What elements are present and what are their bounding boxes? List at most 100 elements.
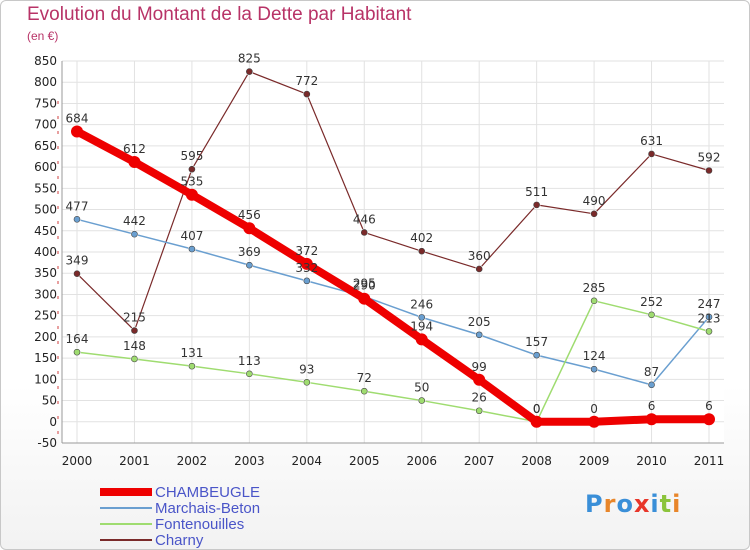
data-point	[590, 365, 598, 373]
y-tick-label: 700	[34, 118, 57, 132]
data-point	[418, 247, 426, 255]
data-point	[188, 362, 196, 370]
data-label: 194	[410, 319, 433, 333]
logo-letter: i	[650, 490, 660, 518]
data-point	[131, 230, 138, 238]
y-tick-label: 350	[34, 266, 57, 280]
data-label: 131	[180, 346, 203, 360]
data-label: 477	[66, 199, 89, 213]
data-label: 490	[583, 194, 606, 208]
y-tick-label: -50	[37, 436, 57, 450]
data-label: 442	[123, 214, 146, 228]
data-label: 612	[123, 142, 146, 156]
data-point	[303, 277, 311, 285]
data-label: 825	[238, 52, 261, 66]
legend-label: Charny	[155, 532, 204, 549]
y-tick-label: 600	[34, 160, 57, 174]
data-label: 87	[644, 365, 659, 379]
data-point	[703, 413, 715, 426]
series-line-fontenouilles	[76, 300, 710, 423]
y-tick-label: 650	[34, 139, 57, 153]
data-label: 99	[472, 360, 487, 374]
data-label: 215	[123, 311, 146, 325]
data-point	[303, 379, 311, 386]
data-point	[188, 165, 196, 173]
data-point	[131, 327, 138, 334]
series-line-marchais-beton	[76, 218, 710, 386]
data-label: 684	[66, 111, 89, 125]
data-label: 631	[640, 134, 663, 148]
data-point	[648, 311, 655, 319]
x-tick-label: 2002	[177, 454, 208, 468]
data-label: 252	[640, 295, 663, 309]
data-label: 402	[410, 231, 433, 245]
x-tick-label: 2006	[406, 454, 437, 468]
y-tick-label: 800	[34, 75, 57, 89]
data-label: 113	[238, 354, 261, 368]
data-point	[648, 150, 655, 158]
data-label: 6	[705, 399, 713, 413]
data-label: 164	[66, 332, 89, 346]
data-label: 124	[583, 349, 606, 363]
data-label: 535	[180, 175, 203, 189]
logo-letter: P	[585, 490, 604, 518]
y-tick-label: 250	[34, 309, 57, 323]
y-tick-label: 500	[34, 203, 57, 217]
data-point	[590, 210, 598, 218]
data-label: 0	[533, 402, 541, 416]
data-point	[358, 292, 371, 305]
data-point	[475, 331, 483, 339]
data-label: 456	[238, 208, 261, 222]
data-point	[533, 201, 540, 209]
data-point	[648, 381, 655, 389]
data-point	[360, 229, 368, 236]
data-point	[473, 373, 486, 386]
proxiti-logo: Proxiti	[585, 490, 681, 518]
data-label: 213	[698, 311, 721, 325]
y-tick-label: 400	[34, 245, 57, 259]
data-point	[418, 397, 426, 404]
series-line-chambeugle	[73, 127, 713, 426]
legend-label: Marchais-Beton	[155, 500, 260, 517]
logo-letter: r	[603, 490, 617, 518]
data-point	[246, 261, 253, 269]
data-point	[71, 125, 83, 138]
logo-letter: o	[616, 490, 634, 518]
logo-letter: x	[633, 490, 651, 518]
data-label: 290	[353, 279, 376, 293]
chart-title: Evolution du Montant de la Dette par Hab…	[27, 4, 412, 25]
data-label: 595	[180, 149, 203, 163]
legend-label: Fontenouilles	[155, 516, 244, 533]
data-point	[475, 407, 483, 415]
data-point	[533, 351, 540, 359]
data-point	[185, 188, 198, 201]
data-point	[73, 270, 81, 277]
data-point	[530, 415, 543, 428]
data-label: 246	[410, 297, 433, 311]
data-label: 372	[295, 244, 318, 258]
y-tick-label: 850	[34, 54, 57, 68]
logo-letter: i	[672, 490, 682, 518]
data-label: 446	[353, 212, 376, 226]
data-point	[475, 265, 483, 273]
data-label: 50	[414, 381, 429, 395]
y-tick-label: 150	[34, 351, 57, 365]
y-tick-label: 100	[34, 372, 57, 386]
data-label: 72	[357, 371, 372, 385]
data-label: 247	[698, 297, 721, 311]
data-label: 26	[472, 391, 487, 405]
data-label: 592	[698, 151, 721, 165]
series-line-charny	[76, 71, 710, 332]
y-tick-label: 50	[42, 394, 57, 408]
data-label: 369	[238, 245, 261, 259]
data-point	[73, 348, 81, 356]
data-point	[243, 222, 256, 235]
chart-subtitle: (en €)	[27, 29, 59, 43]
data-point	[246, 370, 253, 378]
data-point	[705, 313, 713, 321]
data-point	[360, 387, 368, 395]
x-tick-label: 2001	[119, 454, 150, 468]
data-point	[246, 68, 253, 75]
data-label: 772	[295, 74, 318, 88]
